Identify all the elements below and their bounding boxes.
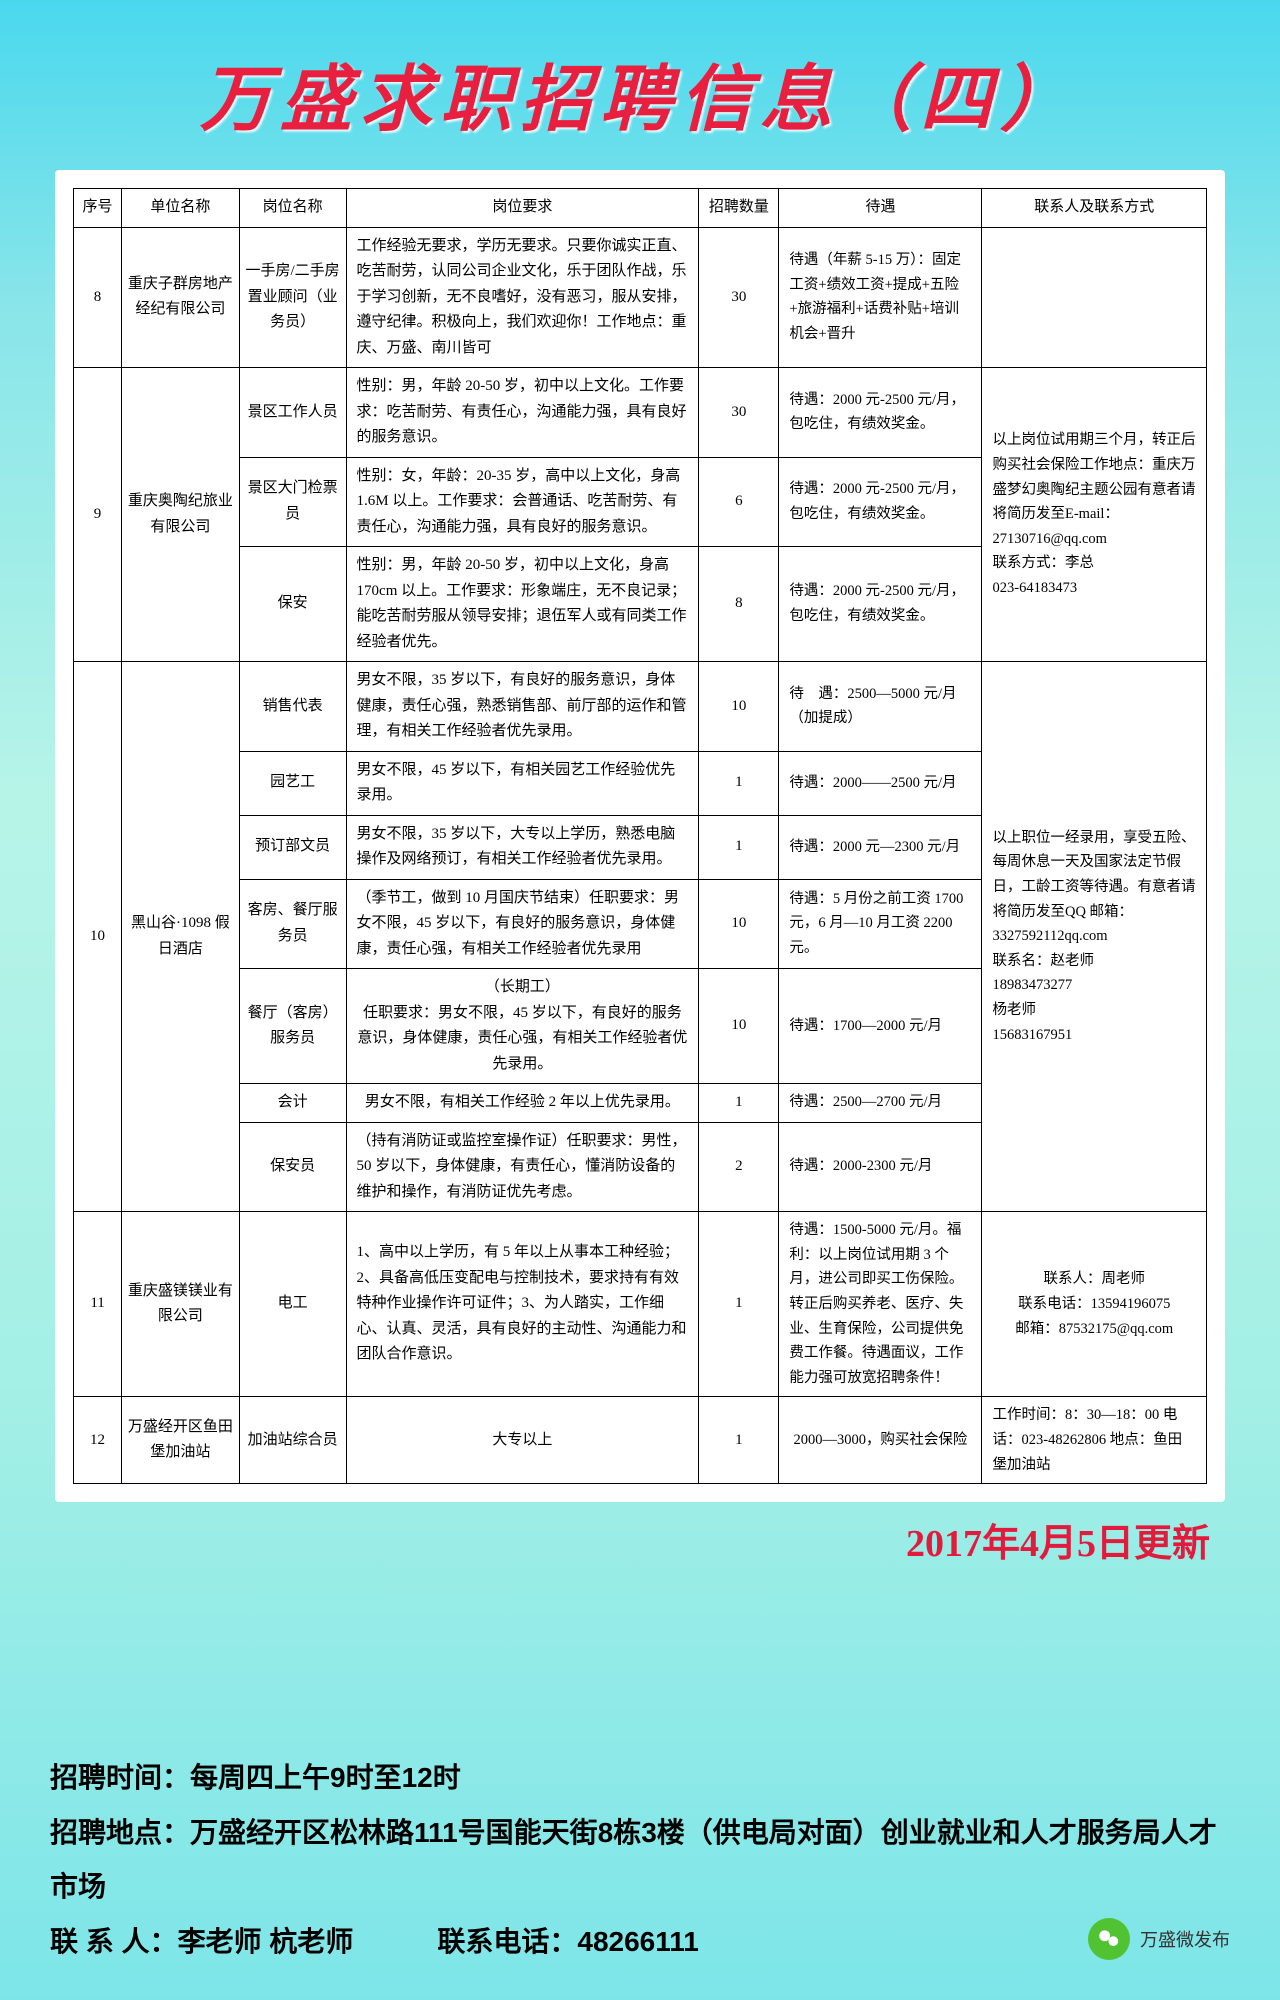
cell-req: （长期工） 任职要求：男女不限，45 岁以下，有良好的服务意识，身体健康，责任心…: [346, 969, 699, 1084]
table-row: 10 黑山谷·1098 假日酒店 销售代表 男女不限，35 岁以下，有良好的服务…: [74, 662, 1207, 752]
cell-count: 30: [699, 368, 779, 458]
cell-company: 重庆子群房地产经纪有限公司: [122, 227, 240, 368]
cell-count: 2: [699, 1122, 779, 1212]
cell-company: 万盛经开区鱼田堡加油站: [122, 1397, 240, 1484]
footer-contact-label: 联 系 人：: [50, 1926, 178, 1957]
cell-count: 1: [699, 751, 779, 815]
footer-addr-label: 招聘地点：: [50, 1817, 190, 1848]
cell-position: 景区工作人员: [239, 368, 346, 458]
table-container: 序号 单位名称 岗位名称 岗位要求 招聘数量 待遇 联系人及联系方式 8 重庆子…: [55, 170, 1225, 1502]
cell-req: 大专以上: [346, 1397, 699, 1484]
cell-count: 6: [699, 457, 779, 547]
cell-position: 销售代表: [239, 662, 346, 752]
col-company: 单位名称: [122, 189, 240, 228]
cell-count: 10: [699, 969, 779, 1084]
cell-req: 性别：女，年龄：20-35 岁，高中以上文化，身高 1.6M 以上。工作要求：会…: [346, 457, 699, 547]
cell-position: 园艺工: [239, 751, 346, 815]
cell-position: 会计: [239, 1084, 346, 1123]
cell-company: 黑山谷·1098 假日酒店: [122, 662, 240, 1212]
cell-contact: 联系人：周老师 联系电话：13594196075 邮箱：87532175@qq.…: [982, 1212, 1207, 1397]
cell-req: 性别：男，年龄 20-50 岁，初中以上文化，身高 170cm 以上。工作要求：…: [346, 547, 699, 662]
page-title: 万盛求职招聘信息（四）: [0, 0, 1280, 170]
table-row: 9 重庆奥陶纪旅业有限公司 景区工作人员 性别：男，年龄 20-50 岁，初中以…: [74, 368, 1207, 458]
cell-treat: 待遇：2500—2700 元/月: [779, 1084, 982, 1123]
footer-time-label: 招聘时间：: [50, 1762, 190, 1793]
footer-contact: 李老师 杭老师: [178, 1926, 354, 1957]
wechat-badge: 万盛微发布: [1088, 1918, 1230, 1960]
cell-req: 男女不限，35 岁以下，有良好的服务意识，身体健康，责任心强，熟悉销售部、前厅部…: [346, 662, 699, 752]
cell-seq: 8: [74, 227, 122, 368]
cell-count: 8: [699, 547, 779, 662]
cell-position: 客房、餐厅服务员: [239, 879, 346, 969]
update-date: 2017年4月5日更新: [0, 1512, 1210, 1567]
cell-count: 1: [699, 815, 779, 879]
cell-treat: 待遇：2000 元-2500 元/月，包吃住，有绩效奖金。: [779, 547, 982, 662]
col-count: 招聘数量: [699, 189, 779, 228]
cell-count: 1: [699, 1397, 779, 1484]
cell-req: 男女不限，45 岁以下，有相关园艺工作经验优先录用。: [346, 751, 699, 815]
col-position: 岗位名称: [239, 189, 346, 228]
cell-treat: 待遇：2000-2300 元/月: [779, 1122, 982, 1212]
cell-treat: 待遇：1500-5000 元/月。福利：以上岗位试用期 3 个月，进公司即买工伤…: [779, 1212, 982, 1397]
footer: 招聘时间：每周四上午9时至12时 招聘地点：万盛经开区松林路111号国能天街8栋…: [50, 1751, 1230, 1970]
footer-phone: 48266111: [577, 1926, 699, 1957]
cell-company: 重庆奥陶纪旅业有限公司: [122, 368, 240, 662]
col-seq: 序号: [74, 189, 122, 228]
col-requirement: 岗位要求: [346, 189, 699, 228]
cell-req: 性别：男，年龄 20-50 岁，初中以上文化。工作要求：吃苦耐劳、有责任心，沟通…: [346, 368, 699, 458]
cell-contact: 工作时间：8：30—18：00 电话：023-48262806 地点：鱼田堡加油…: [982, 1397, 1207, 1484]
table-row: 11 重庆盛镁镁业有限公司 电工 1、高中以上学历，有 5 年以上从事本工种经验…: [74, 1212, 1207, 1397]
table-row: 8 重庆子群房地产经纪有限公司 一手房/二手房 置业顾问（业务员） 工作经验无要…: [74, 227, 1207, 368]
job-table: 序号 单位名称 岗位名称 岗位要求 招聘数量 待遇 联系人及联系方式 8 重庆子…: [73, 188, 1207, 1484]
cell-treat: 待遇（年薪 5-15 万）：固定工资+绩效工资+提成+五险+旅游福利+话费补贴+…: [779, 227, 982, 368]
cell-position: 电工: [239, 1212, 346, 1397]
wechat-icon: [1088, 1918, 1130, 1960]
cell-count: 1: [699, 1084, 779, 1123]
cell-contact: 以上职位一经录用，享受五险、每周休息一天及国家法定节假日，工龄工资等待遇。有意者…: [982, 662, 1207, 1212]
cell-treat: 2000—3000，购买社会保险: [779, 1397, 982, 1484]
cell-position: 预订部文员: [239, 815, 346, 879]
footer-addr: 万盛经开区松林路111号国能天街8栋3楼（供电局对面）创业就业和人才服务局人才市…: [50, 1817, 1217, 1901]
cell-position: 保安: [239, 547, 346, 662]
cell-treat: 待遇：1700—2000 元/月: [779, 969, 982, 1084]
cell-seq: 11: [74, 1212, 122, 1397]
col-treatment: 待遇: [779, 189, 982, 228]
cell-position: 加油站综合员: [239, 1397, 346, 1484]
cell-count: 1: [699, 1212, 779, 1397]
cell-company: 重庆盛镁镁业有限公司: [122, 1212, 240, 1397]
cell-position: 景区大门检票员: [239, 457, 346, 547]
cell-position: 餐厅（客房）服务员: [239, 969, 346, 1084]
col-contact: 联系人及联系方式: [982, 189, 1207, 228]
cell-contact: [982, 227, 1207, 368]
cell-seq: 9: [74, 368, 122, 662]
cell-contact: 以上岗位试用期三个月，转正后购买社会保险工作地点：重庆万盛梦幻奥陶纪主题公园有意…: [982, 368, 1207, 662]
cell-treat: 待 遇：2500—5000 元/月（加提成）: [779, 662, 982, 752]
cell-req: 男女不限，有相关工作经验 2 年以上优先录用。: [346, 1084, 699, 1123]
footer-phone-label: 联系电话：: [437, 1926, 577, 1957]
cell-req: 1、高中以上学历，有 5 年以上从事本工种经验；2、具备高低压变配电与控制技术，…: [346, 1212, 699, 1397]
cell-req: 工作经验无要求，学历无要求。只要你诚实正直、吃苦耐劳，认同公司企业文化，乐于团队…: [346, 227, 699, 368]
table-row: 12 万盛经开区鱼田堡加油站 加油站综合员 大专以上 1 2000—3000，购…: [74, 1397, 1207, 1484]
cell-req: 男女不限，35 岁以下，大专以上学历，熟悉电脑操作及网络预订，有相关工作经验者优…: [346, 815, 699, 879]
cell-count: 10: [699, 879, 779, 969]
footer-time: 每周四上午9时至12时: [190, 1762, 461, 1793]
cell-position: 保安员: [239, 1122, 346, 1212]
cell-count: 10: [699, 662, 779, 752]
cell-seq: 10: [74, 662, 122, 1212]
cell-treat: 待遇：2000 元-2500 元/月，包吃住，有绩效奖金。: [779, 368, 982, 458]
cell-treat: 待遇：2000 元—2300 元/月: [779, 815, 982, 879]
cell-treat: 待遇：2000 元-2500 元/月，包吃住，有绩效奖金。: [779, 457, 982, 547]
cell-seq: 12: [74, 1397, 122, 1484]
wechat-name: 万盛微发布: [1140, 1926, 1230, 1952]
cell-req: （持有消防证或监控室操作证）任职要求：男性，50 岁以下，身体健康，有责任心，懂…: [346, 1122, 699, 1212]
cell-req: （季节工，做到 10 月国庆节结束）任职要求：男女不限，45 岁以下，有良好的服…: [346, 879, 699, 969]
cell-count: 30: [699, 227, 779, 368]
cell-treat: 待遇：5 月份之前工资 1700 元，6 月—10 月工资 2200 元。: [779, 879, 982, 969]
cell-position: 一手房/二手房 置业顾问（业务员）: [239, 227, 346, 368]
cell-treat: 待遇：2000——2500 元/月: [779, 751, 982, 815]
